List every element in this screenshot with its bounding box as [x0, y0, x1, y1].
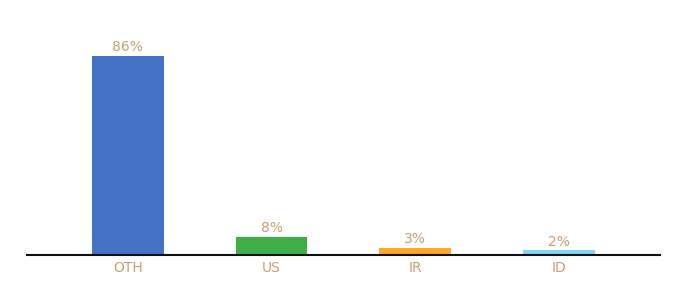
Text: 3%: 3%	[405, 232, 426, 246]
Text: 2%: 2%	[548, 235, 570, 248]
Text: 86%: 86%	[112, 40, 143, 55]
Bar	[523, 250, 595, 255]
Text: 8%: 8%	[260, 221, 282, 235]
Bar	[92, 56, 164, 255]
Bar	[379, 248, 452, 255]
Bar	[235, 236, 307, 255]
